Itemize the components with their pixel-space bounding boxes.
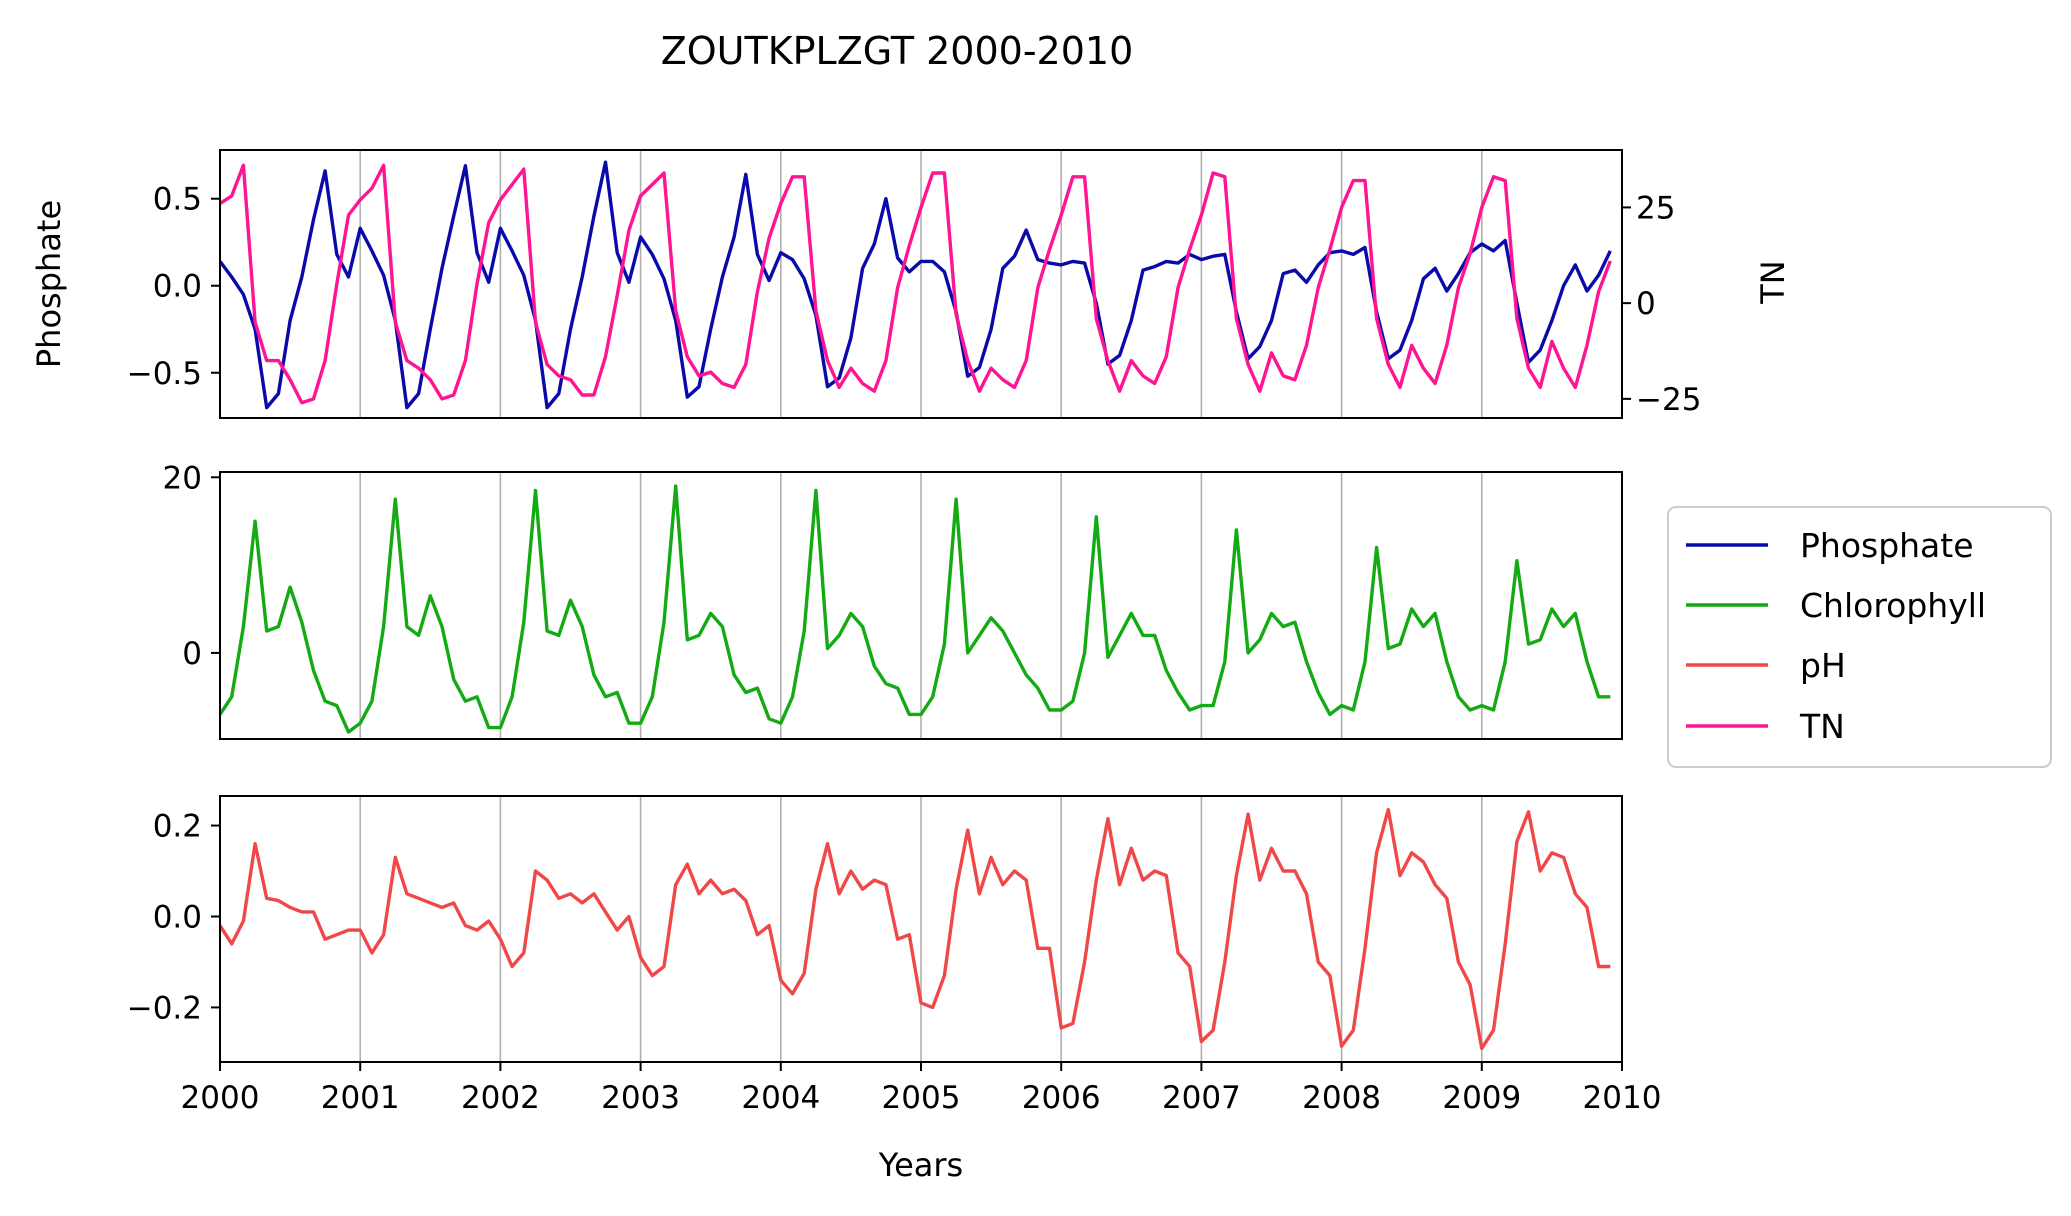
legend-label-phosphate: Phosphate [1800,526,1974,565]
y-tick-label: 20 [163,460,202,496]
chart-legend: Phosphate Chlorophyll pH TN [1667,506,2052,768]
panel-3: 0.2 0.0 −0.2 2000 2001 2002 2003 2004 2005 2006 20… [127,795,1662,1184]
x-tick-label: 2008 [1302,1080,1381,1116]
x-tick-label: 2005 [882,1080,961,1116]
y-right-axis-label: TN [1754,260,1792,304]
x-tick-label: 2001 [321,1080,400,1116]
legend-box [1667,506,2052,768]
x-tick-label: 2000 [181,1080,260,1116]
y-right-tick-label: −25 [1636,382,1701,418]
x-tick-label: 2009 [1442,1080,1521,1116]
legend-label-ph: pH [1800,646,1846,685]
y-axis-label: Phosphate [30,200,68,368]
y-tick-label: 0.0 [153,899,202,935]
panel-1: 0.5 0.0 −0.5 25 0 −25 Phosphate TN [30,149,1792,419]
x-tick-label: 2006 [1022,1080,1101,1116]
chart-title: ZOUTKPLZGT 2000-2010 [661,29,1134,73]
series-line-phosphate [218,160,1612,410]
x-tick-label: 2002 [461,1080,540,1116]
panel-frame [219,149,1623,419]
y-tick-label: 0.2 [153,809,202,845]
x-tick-label: 2003 [601,1080,680,1116]
x-tick-label: 2004 [741,1080,820,1116]
y-tick-label: 0.0 [153,269,202,305]
y-tick-label: −0.2 [127,990,202,1026]
y-right-tick-label: 0 [1636,286,1656,322]
y-tick-label: −0.5 [127,356,202,392]
series-line-ph [218,807,1611,1051]
x-axis-label: Years [878,1146,963,1184]
legend-label-chlorophyll: Chlorophyll [1800,586,1986,625]
chart-panels: 0.5 0.0 −0.5 25 0 −25 Phosphate TN 20 0 0.2 0.0 −0.2… [30,149,1792,1184]
y-right-tick-label: 25 [1636,190,1675,226]
x-tick-label: 2007 [1162,1080,1241,1116]
series-line-tn [219,163,1612,405]
series-line-chlorophyll [218,484,1611,734]
y-tick-label: 0.5 [153,182,202,218]
x-tick-label: 2010 [1583,1080,1662,1116]
legend-label-tn: TN [1799,707,1845,746]
y-tick-label: 0 [182,636,202,672]
panel-2: 20 0 [163,460,1623,740]
panel-frame [219,471,1623,740]
